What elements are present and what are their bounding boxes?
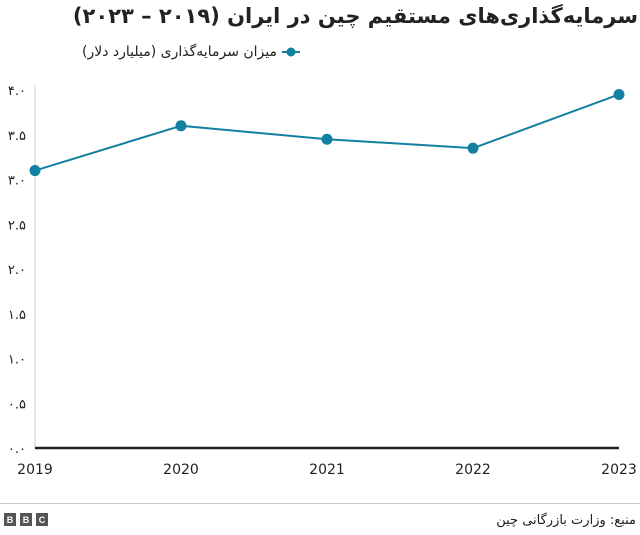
y-tick-label: ۱.۵ — [8, 308, 26, 323]
chart-title: سرمایه‌گذاری‌های مستقیم چین در ایران (۲۰… — [72, 4, 638, 28]
y-tick-label: ۰.۰ — [8, 442, 26, 457]
y-tick-label: ۲.۵ — [8, 218, 26, 233]
x-axis-ticks: 2019 2020 2021 2022 2023 — [17, 462, 637, 478]
series-line — [34, 93, 620, 172]
data-point — [467, 142, 479, 154]
logo-letter: B — [20, 513, 32, 526]
y-axis-ticks: ۴.۰ ۳.۵ ۳.۰ ۲.۵ ۲.۰ ۱.۵ ۱.۰ ۰.۵ ۰.۰ — [8, 84, 26, 457]
y-tick-label: ۳.۵ — [8, 129, 26, 144]
data-point — [321, 133, 333, 145]
y-tick-label: ۲.۰ — [8, 263, 26, 278]
y-tick-label: ۴.۰ — [8, 84, 26, 99]
logo-letter: C — [36, 513, 48, 526]
y-tick-label: ۱.۰ — [8, 353, 26, 368]
x-tick-label: 2020 — [163, 462, 199, 478]
series-points — [29, 88, 625, 177]
x-tick-label: 2019 — [17, 462, 53, 478]
x-tick-label: 2022 — [455, 462, 491, 478]
legend: میزان سرمایه‌گذاری (میلیارد دلار) — [82, 42, 300, 62]
x-tick-label: 2021 — [309, 462, 345, 478]
data-point — [29, 165, 41, 177]
footer-divider — [0, 503, 640, 504]
bbc-logo: B B C — [4, 513, 48, 526]
y-tick-label: ۰.۵ — [8, 397, 26, 412]
source-note: منبع: وزارت بازرگانی چین — [496, 513, 636, 528]
y-tick-label: ۳.۰ — [8, 174, 26, 189]
x-tick-label: 2023 — [601, 462, 637, 478]
data-point — [613, 88, 625, 100]
line-with-dot-icon — [282, 47, 300, 57]
logo-letter: B — [4, 513, 16, 526]
legend-label: میزان سرمایه‌گذاری (میلیارد دلار) — [82, 44, 277, 60]
data-point — [175, 120, 187, 132]
